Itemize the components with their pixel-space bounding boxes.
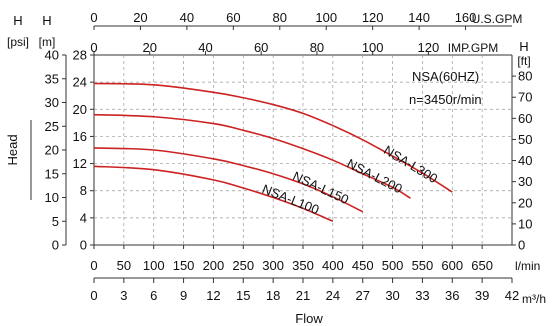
psi-tick-label: 0 <box>52 238 59 253</box>
ft-tick-label: 70 <box>518 90 532 105</box>
ylabel-head: Head <box>5 134 20 165</box>
usgpm-tick-label: 100 <box>315 10 337 25</box>
usgpm-tick-label: 140 <box>408 10 430 25</box>
series-layer <box>93 82 453 222</box>
ft-tick-label: 10 <box>518 216 532 231</box>
m3h-tick-label: 3 <box>120 288 127 303</box>
usgpm-tick-label: 20 <box>133 10 147 25</box>
lpm-tick-label: 50 <box>117 258 131 273</box>
grid-layer <box>94 55 512 245</box>
psi-tick-label: 40 <box>45 48 59 63</box>
impgpm-tick-label: 120 <box>418 40 440 55</box>
top-impgpm-unit: IMP.GPM <box>448 41 498 55</box>
psi-tick-label: 25 <box>45 119 59 134</box>
usgpm-tick-label: 60 <box>226 10 240 25</box>
usgpm-tick-label: 40 <box>180 10 194 25</box>
lpm-tick-label: 350 <box>292 258 314 273</box>
bottom-lpm-unit: l/min <box>515 259 540 273</box>
impgpm-tick-label: 60 <box>254 40 268 55</box>
axes-layer: Head H [psi] H [m] H [ft] U.S.GPM IMP.GP… <box>5 12 546 326</box>
lpm-tick-label: 450 <box>352 258 374 273</box>
psi-tick-label: 15 <box>45 166 59 181</box>
ft-tick-label: 60 <box>518 111 532 126</box>
ft-tick-label: 0 <box>518 238 525 253</box>
ft-tick-label: 80 <box>518 69 532 84</box>
impgpm-tick-label: 20 <box>142 40 156 55</box>
m3h-tick-label: 15 <box>236 288 250 303</box>
lpm-tick-label: 600 <box>441 258 463 273</box>
psi-tick-label: 10 <box>45 190 59 205</box>
m-tick-label: 24 <box>73 75 87 90</box>
lpm-tick-label: 150 <box>173 258 195 273</box>
speed-annotation: n=3450r/min <box>409 92 482 107</box>
m3h-tick-label: 9 <box>180 288 187 303</box>
series-line-nsa-l200 <box>93 113 411 199</box>
usgpm-tick-label: 160 <box>455 10 477 25</box>
lpm-tick-label: 300 <box>262 258 284 273</box>
m3h-tick-label: 21 <box>296 288 310 303</box>
m-tick-label: 20 <box>73 102 87 117</box>
left-psi-unit: [psi] <box>7 35 29 49</box>
model-annotation: NSA(60HZ) <box>412 69 479 84</box>
lpm-tick-label: 500 <box>382 258 404 273</box>
series-line-nsa-l150 <box>93 147 364 213</box>
m3h-tick-label: 24 <box>326 288 340 303</box>
lpm-tick-label: 400 <box>322 258 344 273</box>
m-tick-label: 8 <box>80 183 87 198</box>
psi-tick-label: 30 <box>45 95 59 110</box>
usgpm-tick-label: 80 <box>273 10 287 25</box>
lpm-tick-label: 200 <box>203 258 225 273</box>
m3h-tick-label: 0 <box>90 288 97 303</box>
m3h-tick-label: 33 <box>415 288 429 303</box>
right-ft-unit: [ft] <box>517 54 530 68</box>
ticks-layer: 0510152025303540048121620242801020304050… <box>45 10 533 303</box>
series-line-nsa-l100 <box>93 165 334 222</box>
ft-tick-label: 20 <box>518 195 532 210</box>
m-tick-label: 12 <box>73 156 87 171</box>
m-tick-label: 16 <box>73 129 87 144</box>
m3h-tick-label: 36 <box>445 288 459 303</box>
impgpm-tick-label: 0 <box>90 40 97 55</box>
m-tick-label: 4 <box>80 210 87 225</box>
top-usgpm-unit: U.S.GPM <box>472 12 523 26</box>
xlabel-flow: Flow <box>295 311 323 326</box>
m3h-tick-label: 6 <box>150 288 157 303</box>
impgpm-tick-label: 80 <box>310 40 324 55</box>
psi-tick-label: 20 <box>45 143 59 158</box>
left-psi-letter: H <box>13 13 22 28</box>
right-ft-letter: H <box>519 39 528 54</box>
impgpm-tick-label: 100 <box>362 40 384 55</box>
usgpm-tick-label: 120 <box>362 10 384 25</box>
m3h-tick-label: 30 <box>385 288 399 303</box>
left-m-letter: H <box>42 13 51 28</box>
m3h-tick-label: 12 <box>206 288 220 303</box>
series-line-nsa-l300 <box>93 82 453 193</box>
ft-tick-label: 50 <box>518 132 532 147</box>
m3h-tick-label: 42 <box>505 288 519 303</box>
psi-tick-label: 35 <box>45 71 59 86</box>
ft-tick-label: 30 <box>518 174 532 189</box>
usgpm-tick-label: 0 <box>90 10 97 25</box>
lpm-tick-label: 550 <box>412 258 434 273</box>
lpm-tick-label: 650 <box>471 258 493 273</box>
ft-tick-label: 40 <box>518 153 532 168</box>
m-tick-label: 28 <box>73 48 87 63</box>
lpm-tick-label: 100 <box>143 258 165 273</box>
m3h-tick-label: 18 <box>266 288 280 303</box>
left-m-unit: [m] <box>39 35 56 49</box>
m-tick-label: 0 <box>80 238 87 253</box>
impgpm-tick-label: 40 <box>198 40 212 55</box>
bottom-m3h-unit: m³/h <box>522 292 546 306</box>
m3h-tick-label: 39 <box>475 288 489 303</box>
lpm-tick-label: 250 <box>232 258 254 273</box>
lpm-tick-label: 0 <box>90 258 97 273</box>
m3h-tick-label: 27 <box>355 288 369 303</box>
psi-tick-label: 5 <box>52 214 59 229</box>
